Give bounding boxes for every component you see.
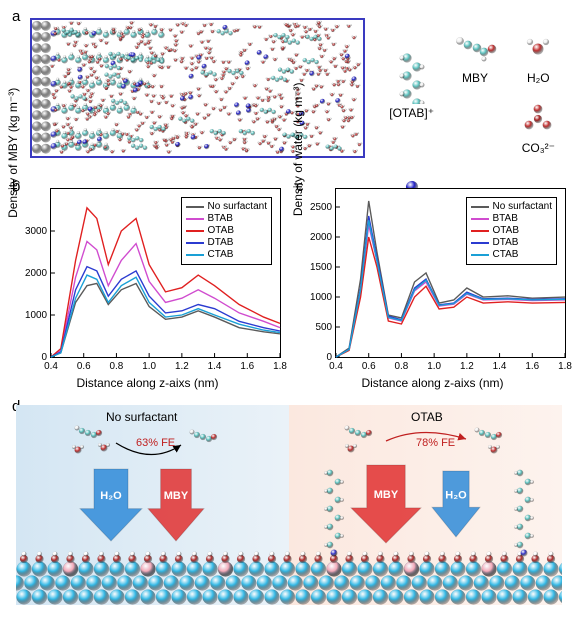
svg-text:3000: 3000 bbox=[25, 226, 48, 237]
svg-text:1.0: 1.0 bbox=[142, 361, 156, 372]
svg-text:2000: 2000 bbox=[310, 232, 333, 243]
molecule-legend: [OTAB]⁺ MBY H₂O CO₃²⁻ K⁺ bbox=[380, 15, 570, 165]
svg-text:1.2: 1.2 bbox=[175, 361, 189, 372]
chart-c-xlabel: Distance along z-aixs (nm) bbox=[361, 376, 503, 390]
h2o-label: H₂O bbox=[527, 71, 550, 85]
svg-text:1000: 1000 bbox=[310, 292, 333, 303]
svg-text:H₂O: H₂O bbox=[445, 490, 467, 502]
chart-c-legend: No surfactantBTABOTABDTABCTAB bbox=[466, 197, 557, 265]
svg-text:2000: 2000 bbox=[25, 268, 48, 279]
svg-text:0.8: 0.8 bbox=[110, 361, 124, 372]
chart-b: Density of MBY (kg m⁻³) 0.40.60.81.01.21… bbox=[8, 178, 287, 388]
svg-text:0.6: 0.6 bbox=[77, 361, 91, 372]
simulation-box bbox=[30, 18, 365, 158]
svg-text:0.8: 0.8 bbox=[395, 361, 409, 372]
schematic: No surfactant OTAB 63% FE 78% FE H₂OMBYM… bbox=[16, 405, 562, 605]
chart-b-legend: No surfactantBTABOTABDTABCTAB bbox=[181, 197, 272, 265]
svg-text:MBY: MBY bbox=[164, 490, 189, 502]
svg-text:MBY: MBY bbox=[374, 489, 399, 501]
svg-text:1.8: 1.8 bbox=[558, 361, 572, 372]
chart-c: Density of water (kg m⁻³) 0.40.60.81.01.… bbox=[293, 178, 572, 388]
svg-text:1.6: 1.6 bbox=[240, 361, 254, 372]
svg-text:1.2: 1.2 bbox=[460, 361, 474, 372]
svg-text:500: 500 bbox=[316, 322, 333, 333]
svg-text:1.8: 1.8 bbox=[273, 361, 287, 372]
chart-b-ylabel: Density of MBY (kg m⁻³) bbox=[6, 88, 20, 218]
panel-a-label: a bbox=[12, 8, 20, 25]
svg-text:2500: 2500 bbox=[310, 202, 333, 213]
svg-text:1000: 1000 bbox=[25, 310, 48, 321]
co3-label: CO₃²⁻ bbox=[522, 141, 555, 155]
otab-label: [OTAB]⁺ bbox=[389, 106, 434, 120]
svg-text:1.4: 1.4 bbox=[493, 361, 507, 372]
mby-label: MBY bbox=[462, 71, 488, 85]
svg-text:1500: 1500 bbox=[310, 262, 333, 273]
svg-text:0: 0 bbox=[42, 352, 48, 363]
svg-text:0: 0 bbox=[327, 352, 333, 363]
svg-text:1.0: 1.0 bbox=[427, 361, 441, 372]
svg-text:1.4: 1.4 bbox=[208, 361, 222, 372]
svg-text:1.6: 1.6 bbox=[525, 361, 539, 372]
chart-c-ylabel: Density of water (kg m⁻³) bbox=[291, 82, 305, 216]
svg-text:0.6: 0.6 bbox=[362, 361, 376, 372]
svg-text:H₂O: H₂O bbox=[100, 490, 122, 502]
chart-b-xlabel: Distance along z-aixs (nm) bbox=[76, 376, 218, 390]
